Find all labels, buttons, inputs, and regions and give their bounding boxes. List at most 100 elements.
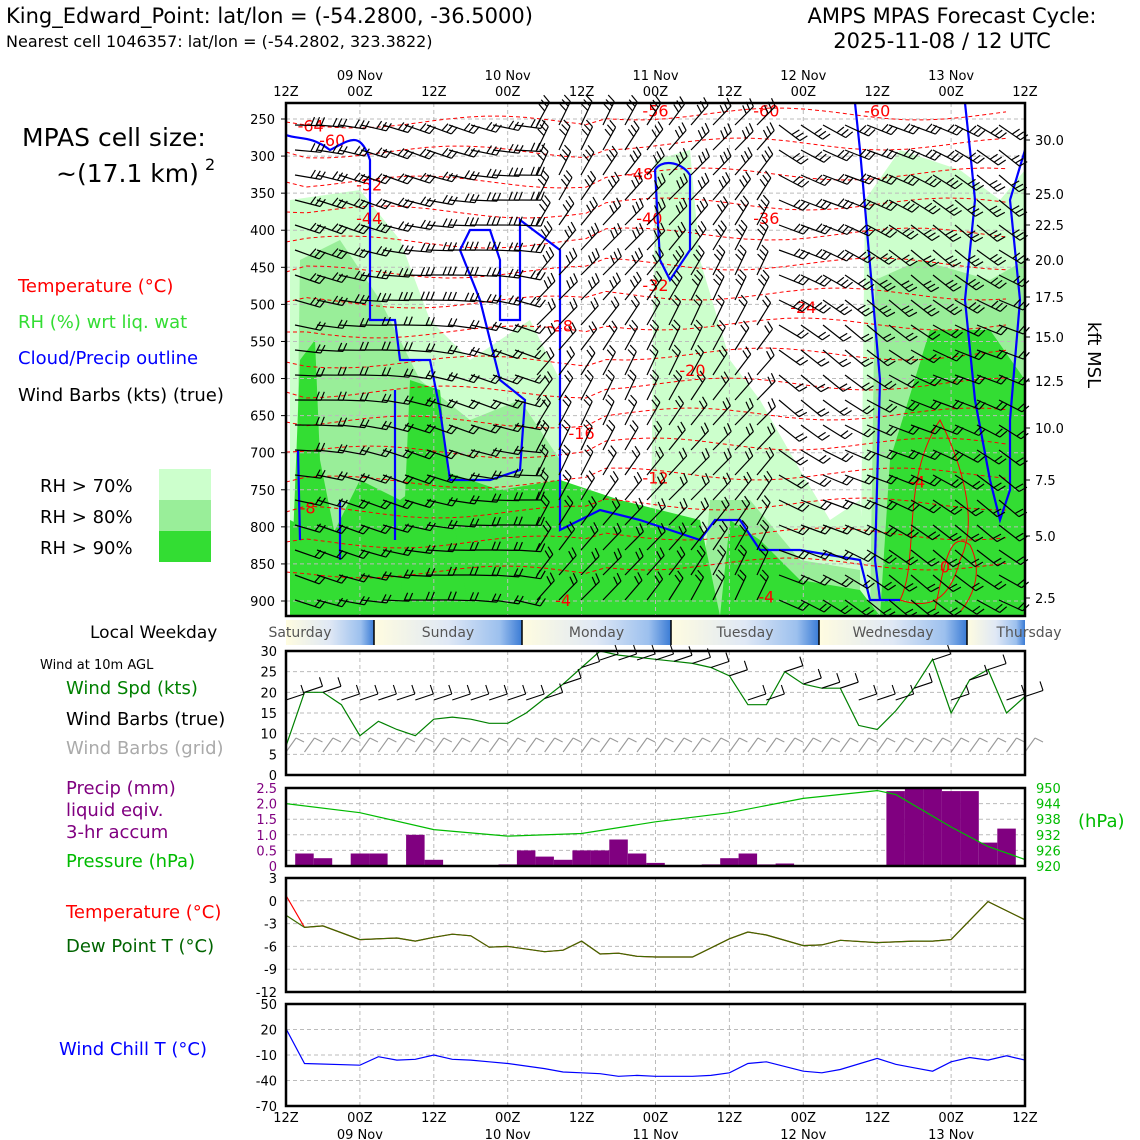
- wind-barb: [602, 470, 619, 501]
- wind-barb: [888, 374, 920, 388]
- bottom-date-label: 11 Nov: [632, 1128, 678, 1140]
- wind-barb: [756, 170, 772, 201]
- wind-barb: [383, 316, 413, 326]
- wind-barb: [426, 496, 458, 507]
- wind-barb: [294, 416, 325, 426]
- top-hour-label: 12Z: [569, 85, 595, 100]
- wind-barb: [976, 524, 1006, 543]
- wind-barb: [646, 270, 663, 301]
- cell-size-value: ~(17.1 km): [56, 159, 199, 188]
- wind-barb: [404, 397, 436, 407]
- wind-barb: [910, 499, 941, 514]
- wind-barb: [932, 449, 964, 462]
- wind-barb: [404, 123, 436, 135]
- bottom-hour-label: 12Z: [717, 1111, 743, 1126]
- wind-barb: [382, 291, 413, 302]
- wind-barb: [624, 247, 644, 276]
- rh-legend-90: RH > 90%: [40, 538, 133, 559]
- pressure-axis-label: (hPa): [1078, 811, 1125, 832]
- top-hour-label: 00Z: [495, 85, 521, 100]
- wind-barb: [426, 344, 458, 355]
- wind-barb: [668, 122, 687, 151]
- wind-barb: [910, 399, 942, 410]
- wind-barb: [756, 122, 775, 151]
- wind-barb: [668, 245, 685, 276]
- wind-barb: [602, 572, 622, 601]
- wind-barb: [954, 349, 986, 361]
- height-tick-label: 7.5: [1035, 474, 1056, 489]
- wind-barb: [800, 449, 831, 464]
- wind-barb: [888, 299, 918, 318]
- wind-barb: [668, 147, 688, 176]
- precip-bar: [516, 850, 536, 866]
- wind-barb-10m: [913, 673, 933, 689]
- top-hour-label: 12Z: [421, 85, 447, 100]
- temperature-panel: 3 0 -3 -6 -9 -12: [256, 872, 1027, 1001]
- wind-barb: [470, 168, 502, 179]
- wind-barb: [338, 223, 370, 235]
- wind-barb: [294, 344, 326, 354]
- wind-barb: [822, 399, 852, 416]
- pressure-tick-label: 500: [250, 298, 275, 313]
- y-tick-label: 15: [260, 707, 277, 722]
- wind-barb: [316, 391, 347, 401]
- pressure-tick-label: 950: [1036, 782, 1061, 797]
- wind-barb: [756, 219, 769, 251]
- pressure-tick-label: 400: [250, 224, 275, 239]
- wind-barb-grid: [692, 737, 711, 753]
- wind-barb: [470, 216, 501, 226]
- pressure-tick-label: 920: [1036, 860, 1061, 875]
- wind-barb: [844, 399, 875, 415]
- y-tick-label: 30: [260, 645, 277, 660]
- wind-barb: [888, 249, 918, 267]
- wind-barb: [778, 248, 810, 260]
- wind-barb: [492, 216, 523, 226]
- wind-barb: [602, 171, 620, 201]
- temperature-contour-label: -4: [758, 587, 774, 606]
- wind-barb: [866, 524, 898, 537]
- wind-barb: [360, 292, 392, 303]
- temperature-contour: [285, 407, 1007, 429]
- weekday-label: Wednesday: [852, 625, 933, 641]
- temperature-contour: [285, 137, 1007, 159]
- wind-barb: [932, 524, 962, 542]
- wind-barb: [624, 94, 638, 126]
- wind-barb: [624, 120, 640, 151]
- precip-bar: [923, 788, 942, 866]
- wind-barb: [822, 324, 852, 342]
- precip-bar: [738, 853, 758, 866]
- wind-barb: [624, 344, 637, 376]
- wind-barb: [888, 349, 919, 365]
- wind-barb: [470, 566, 501, 577]
- wind-barb: [800, 399, 830, 417]
- wind-barb: [294, 574, 326, 585]
- bottom-hour-label: 12Z: [864, 1111, 890, 1126]
- wind-barb: [778, 599, 810, 611]
- wind-barb-10m: [932, 644, 952, 661]
- station-title: King_Edward_Point: lat/lon = (-54.2800, …: [6, 4, 533, 29]
- legend-wind-barbs-true: Wind Barbs (true): [66, 709, 225, 730]
- legend-precip: Precip (mm): [66, 778, 176, 799]
- wind-barb: [558, 297, 578, 326]
- wind-panel: 0 5 10 15 20 25 30: [260, 644, 1044, 784]
- wind-barb: [602, 94, 615, 126]
- wind-barb-10m: [821, 673, 841, 689]
- top-date-label: 12 Nov: [780, 69, 826, 84]
- y-tick-label: -12: [256, 986, 277, 1001]
- wind-barb: [976, 124, 1007, 139]
- pressure-tick-label: 938: [1036, 813, 1061, 828]
- wind-barb: [470, 293, 502, 304]
- wind-barb: [712, 220, 727, 251]
- wind-barb: [338, 294, 370, 305]
- wind-barb: [976, 499, 1006, 518]
- wind-barb: [844, 474, 876, 485]
- height-tick-label: 15.0: [1035, 331, 1064, 346]
- wind-barb: [404, 370, 436, 380]
- wind-barb: [558, 495, 574, 526]
- wind-barb: [976, 424, 1008, 438]
- wind-barb: [536, 272, 556, 301]
- wind-barb: [338, 473, 370, 483]
- wind-barb: [690, 220, 707, 251]
- wind-barb: [382, 173, 414, 185]
- y-tick-label: 0: [269, 769, 277, 784]
